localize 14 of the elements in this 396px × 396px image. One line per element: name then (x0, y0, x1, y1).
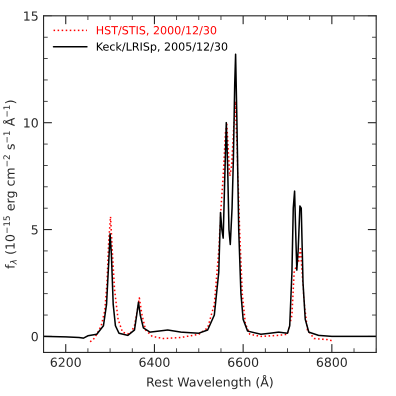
x-axis-title: Rest Wavelength (Å) (147, 374, 273, 390)
y-tick-label: 10 (24, 118, 38, 128)
x-tick-label: 6600 (228, 358, 258, 367)
x-tick-label: 6400 (139, 358, 170, 367)
legend-label: Keck/LRISp, 2005/12/30 (96, 42, 228, 53)
legend-label: HST/STIS, 2000/12/30 (96, 26, 216, 36)
line-series (89, 100, 333, 343)
y-tick-label: 0 (32, 332, 38, 342)
y-tick-label: 15 (24, 11, 38, 21)
x-tick-label: 6200 (50, 358, 81, 367)
line-series (44, 54, 376, 339)
text: f$_{λ}$ (10$^{−15}$ erg cm$^{−2}$ s$^{−1}$ Å$^{−1}$) (2, 100, 18, 269)
x-tick-label: 6800 (316, 358, 347, 367)
y-tick-label: 5 (32, 225, 38, 234)
